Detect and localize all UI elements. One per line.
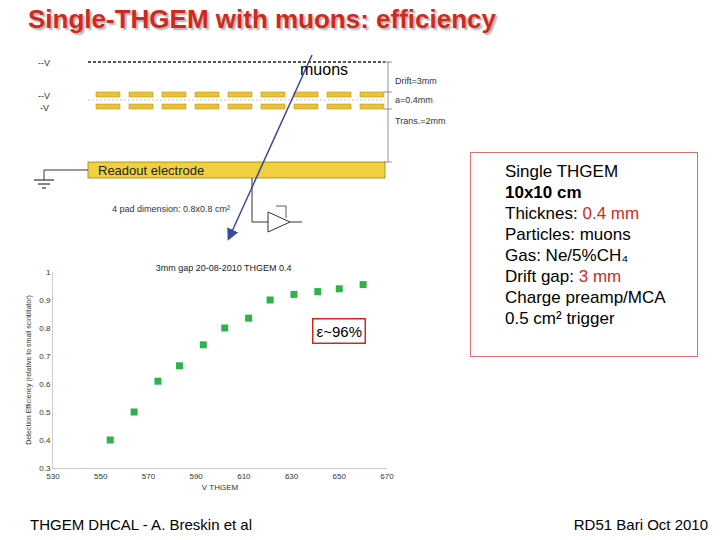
svg-text:-V: -V	[40, 103, 49, 113]
svg-text:--V: --V	[38, 58, 50, 68]
svg-text:V THGEM: V THGEM	[202, 483, 239, 492]
svg-text:670: 670	[380, 472, 394, 481]
svg-text:570: 570	[142, 472, 156, 481]
svg-text:4 pad dimension: 0.8x0.8 cm²: 4 pad dimension: 0.8x0.8 cm²	[112, 204, 230, 214]
svg-text:0.6: 0.6	[39, 380, 51, 389]
html-text:Charge preamp/MCA: Charge preamp/MCA	[505, 288, 666, 307]
html-text:Single-THGEM with muons: effic: Single-THGEM with muons: efficiency	[28, 4, 496, 34]
svg-text:0.7: 0.7	[39, 352, 51, 361]
svg-text:1: 1	[46, 268, 51, 277]
svg-text:0.8: 0.8	[39, 324, 51, 333]
svg-text:Detection Efficiency (relative: Detection Efficiency (relative to small …	[25, 295, 33, 445]
html-text:RD51 Bari Oct 2010: RD51 Bari Oct 2010	[573, 516, 708, 533]
svg-text:3mm gap 20-08-2010 THGEM 0.4: 3mm gap 20-08-2010 THGEM 0.4	[156, 263, 292, 273]
html-text:Particles: muons: Particles: muons	[505, 225, 631, 244]
svg-text:0.4: 0.4	[39, 436, 51, 445]
svg-text:a=0.4mm: a=0.4mm	[395, 95, 433, 105]
svg-text:ε~96%: ε~96%	[317, 323, 362, 340]
html-text:10x10 cm: 10x10 cm	[505, 183, 582, 202]
svg-text:590: 590	[189, 472, 203, 481]
svg-text:Readout electrode: Readout electrode	[98, 163, 204, 178]
svg-text:Trans.=2mm: Trans.=2mm	[395, 116, 445, 126]
svg-text:0.9: 0.9	[39, 296, 51, 305]
svg-text:610: 610	[237, 472, 251, 481]
html-text:Drift gap: 3 mm: Drift gap: 3 mm	[505, 267, 622, 286]
svg-text:0.3: 0.3	[39, 464, 51, 473]
svg-text:650: 650	[333, 472, 347, 481]
svg-text:630: 630	[285, 472, 299, 481]
html-text:THGEM DHCAL - A. Breskin et al: THGEM DHCAL - A. Breskin et al	[30, 516, 252, 533]
svg-text:530: 530	[46, 472, 60, 481]
svg-text:0.5: 0.5	[39, 408, 51, 417]
html-text:0.5 cm² trigger: 0.5 cm² trigger	[505, 309, 615, 328]
html-text:Gas: Ne/5%CH₄: Gas: Ne/5%CH₄	[505, 246, 629, 265]
svg-text:muons: muons	[300, 61, 348, 78]
html-text:Single THGEM: Single THGEM	[505, 162, 619, 181]
svg-text:Drift=3mm: Drift=3mm	[395, 76, 437, 86]
svg-text:550: 550	[94, 472, 108, 481]
svg-text:--V: --V	[38, 91, 50, 101]
html-text:Thicknes: 0.4 mm: Thicknes: 0.4 mm	[505, 204, 640, 223]
